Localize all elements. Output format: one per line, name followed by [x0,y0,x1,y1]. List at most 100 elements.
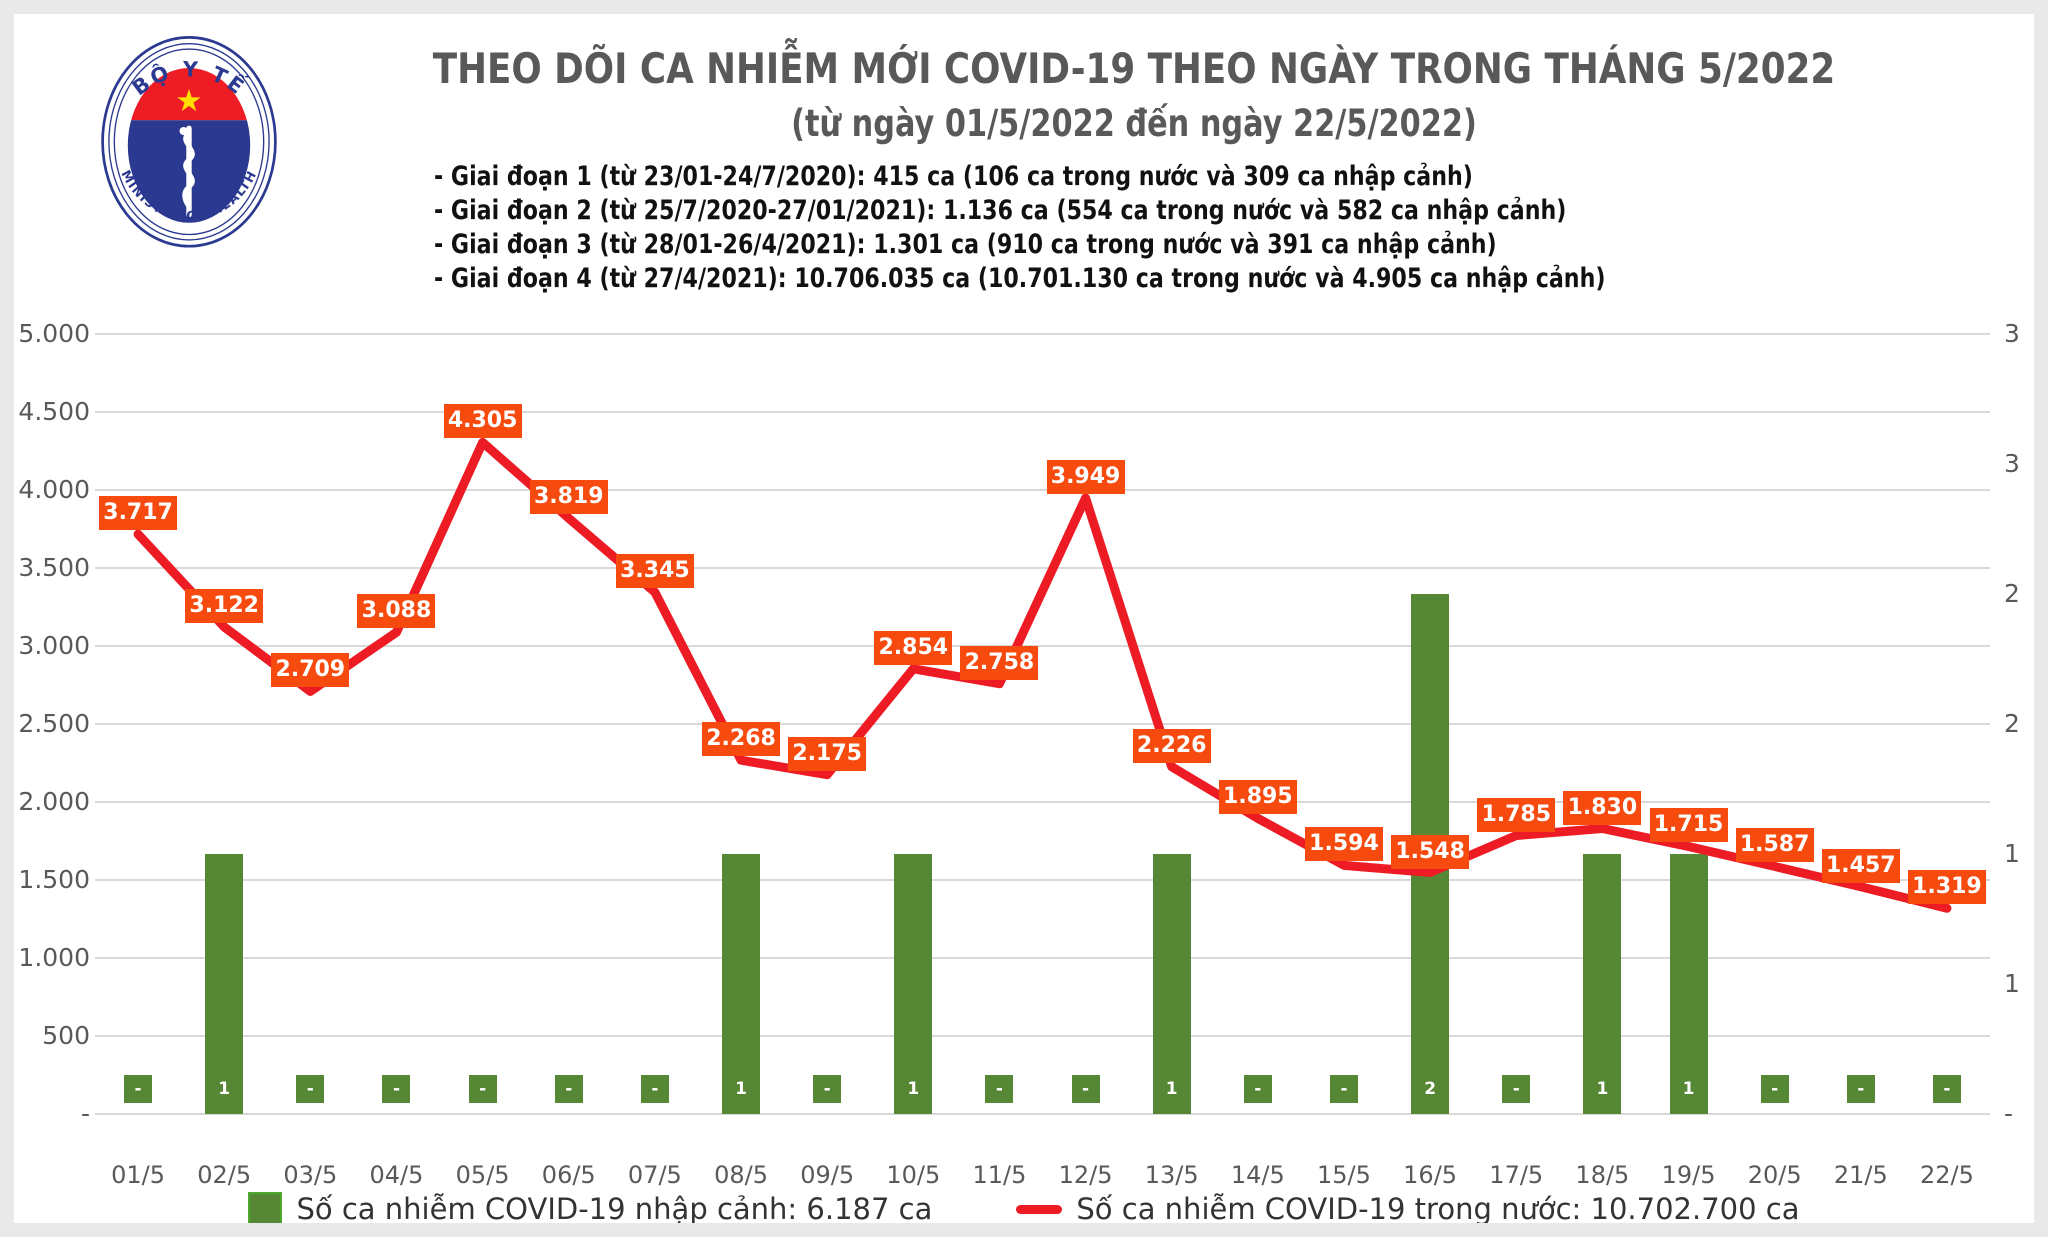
x-axis-label: 20/5 [1747,1161,1802,1189]
gridline [95,333,1990,335]
x-axis-label: 15/5 [1317,1161,1371,1189]
stage-note-4: - Giai đoạn 4 (từ 27/4/2021): 10.706.035… [434,263,1606,294]
staff-of-asclepius-icon [179,125,195,218]
gridline [95,1113,1990,1115]
bar-value-label: - [554,1075,583,1103]
y-axis-left-tick: 2.500 [18,709,90,738]
x-axis-label: 02/5 [197,1161,252,1189]
bar [205,854,244,1114]
y-axis-right-tick: 1 [2004,969,2020,998]
x-axis-label: 19/5 [1661,1161,1716,1189]
stage-notes: - Giai đoạn 1 (từ 23/01-24/7/2020): 415 … [434,160,1605,296]
y-axis-right-tick: 3 [2004,449,2020,478]
y-axis-right-tick: 2 [2004,579,2020,608]
y-axis-left-tick: 4.000 [18,475,90,504]
bar [1669,854,1708,1114]
bar [722,854,761,1114]
point-value-label: 2.758 [960,645,1039,680]
stage-note-2: - Giai đoạn 2 (từ 25/7/2020-27/01/2021):… [434,195,1567,226]
bar-value-label: - [1071,1075,1100,1103]
y-axis-right-tick: 2 [2004,709,2020,738]
x-axis-label: 18/5 [1575,1161,1630,1189]
bar-value-label: 1 [899,1075,928,1103]
bar-value-label: - [124,1075,153,1103]
x-axis-label: 22/5 [1919,1161,1974,1189]
y-axis-right-tick: - [2004,1099,2014,1128]
bar [894,854,933,1114]
x-axis-label: 11/5 [972,1161,1027,1189]
y-axis-left-tick: - [80,1099,90,1128]
point-value-label: 1.785 [1477,797,1556,832]
x-axis-label: 04/5 [369,1161,424,1189]
legend-item-imported: Số ca nhiễm COVID-19 nhập cảnh: 6.187 ca [248,1192,933,1226]
bar-value-label: 1 [727,1075,756,1103]
y-axis-left-tick: 1.500 [18,865,90,894]
point-value-label: 3.949 [1046,459,1125,494]
x-axis-label: 17/5 [1489,1161,1544,1189]
gridline [95,411,1990,413]
y-axis-right-tick: 1 [2004,839,2020,868]
gridline [95,489,1990,491]
point-value-label: 2.854 [874,630,953,665]
point-value-label: 1.548 [1391,834,1470,869]
bar-value-label: - [813,1075,842,1103]
ministry-of-health-logo-icon: ★ BỘ Y TẾ MINISTRY OF HEALTH [101,36,277,248]
x-axis-label: 01/5 [111,1161,166,1189]
bar-value-label: 1 [1157,1075,1186,1103]
bar-value-label: - [1760,1075,1789,1103]
bar-value-label: - [640,1075,669,1103]
point-value-label: 1.895 [1218,780,1297,815]
point-value-label: 4.305 [443,404,522,439]
star-icon: ★ [175,84,202,119]
bar-value-label: - [1846,1075,1875,1103]
y-axis-left-tick: 3.000 [18,631,90,660]
x-axis-label: 05/5 [455,1161,510,1189]
bar-value-label: 2 [1416,1075,1445,1103]
x-axis-label: 03/5 [283,1161,338,1189]
x-axis-label: 14/5 [1230,1161,1285,1189]
bar-value-label: - [1243,1075,1272,1103]
point-value-label: 3.345 [615,554,694,589]
point-value-label: 1.715 [1649,808,1728,843]
y-axis-left-tick: 5.000 [18,319,90,348]
y-axis-left-tick: 500 [42,1021,90,1050]
bar-value-label: - [1502,1075,1531,1103]
legend-label-domestic: Số ca nhiễm COVID-19 trong nước: 10.702.… [1076,1192,1800,1226]
gridline [95,645,1990,647]
x-axis-label: 10/5 [886,1161,941,1189]
bar-value-label: 1 [1588,1075,1617,1103]
point-value-label: 3.819 [529,480,608,515]
point-value-label: 1.830 [1563,790,1642,825]
point-value-label: 2.175 [788,736,867,771]
point-value-label: 2.226 [1132,728,1211,763]
page-title: THEO DÕI CA NHIỄM MỚI COVID-19 THEO NGÀY… [432,44,1836,93]
point-value-label: 2.268 [702,722,781,757]
point-value-label: 3.122 [185,588,264,623]
bar-value-label: 1 [1674,1075,1703,1103]
point-value-label: 3.717 [99,496,178,531]
bar-value-label: - [296,1075,325,1103]
point-value-label: 1.319 [1907,870,1986,905]
point-value-label: 1.594 [1304,827,1383,862]
plot-area: 5.000 4.500 4.000 3.500 3.000 2.500 2.000 1.500… [14,14,2034,1223]
point-value-label: 1.587 [1735,828,1814,863]
bar-value-label: - [1932,1075,1961,1103]
x-axis-label: 16/5 [1403,1161,1458,1189]
gridline [95,723,1990,725]
legend-label-imported: Số ca nhiễm COVID-19 nhập cảnh: 6.187 ca [296,1192,933,1226]
bar-value-label: - [985,1075,1014,1103]
legend-item-domestic: Số ca nhiễm COVID-19 trong nước: 10.702.… [1016,1192,1800,1226]
y-axis-left-tick: 3.500 [18,553,90,582]
x-axis-label: 09/5 [800,1161,855,1189]
x-axis-label: 21/5 [1833,1161,1888,1189]
stage-note-1: - Giai đoạn 1 (từ 23/01-24/7/2020): 415 … [434,161,1473,192]
x-axis-label: 08/5 [714,1161,768,1189]
gridline [95,567,1990,569]
line-series [133,437,1952,913]
line-series-swatch-icon [1016,1204,1063,1214]
gridline [95,801,1990,803]
bar-value-label: - [1329,1075,1358,1103]
chart-legend: Số ca nhiễm COVID-19 nhập cảnh: 6.187 ca… [14,1192,2034,1226]
bar [1583,854,1622,1114]
